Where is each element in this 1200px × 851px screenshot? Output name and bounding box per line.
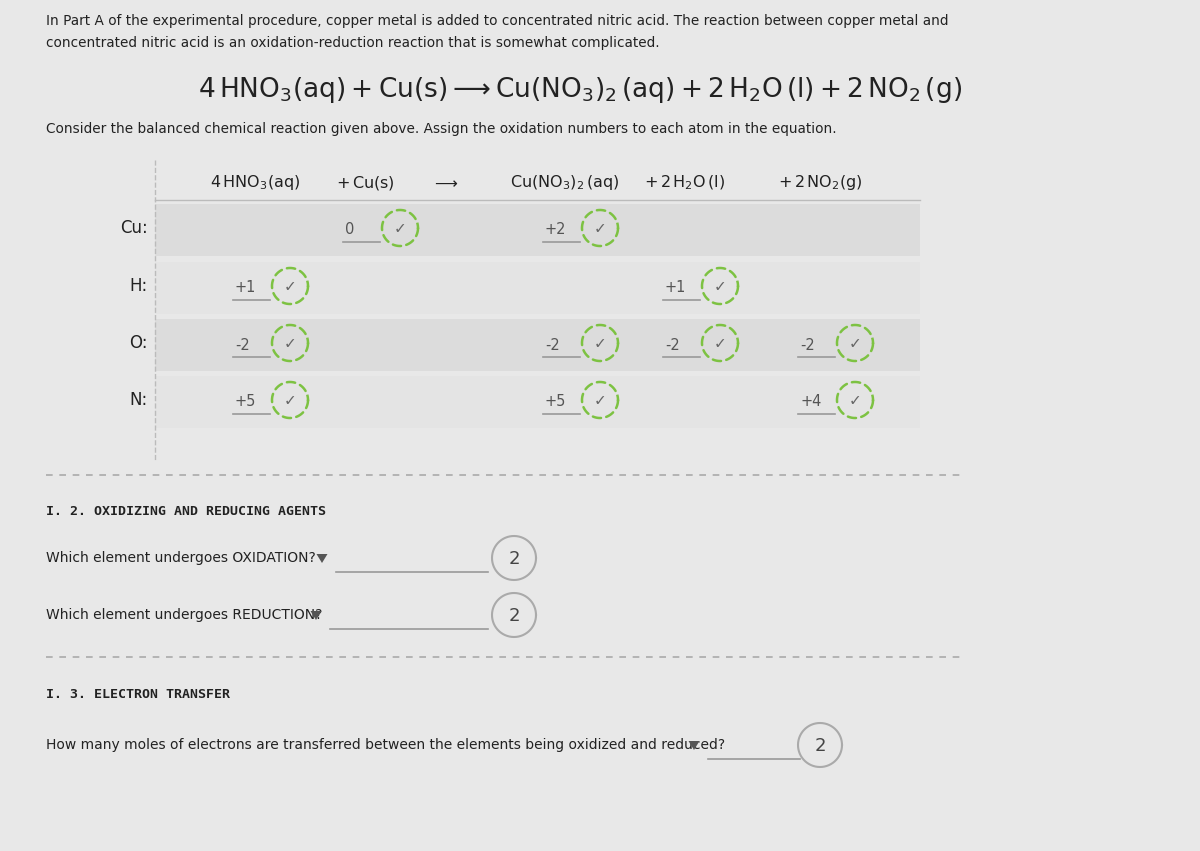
- Text: -2: -2: [665, 338, 679, 352]
- Text: +4: +4: [800, 395, 821, 409]
- Text: ✓: ✓: [714, 336, 726, 351]
- FancyBboxPatch shape: [155, 204, 920, 256]
- Text: $+\,2\,\mathrm{H_2O\,(l)}$: $+\,2\,\mathrm{H_2O\,(l)}$: [644, 174, 726, 192]
- Text: H:: H:: [130, 277, 148, 295]
- Text: Cu:: Cu:: [120, 219, 148, 237]
- Text: -2: -2: [545, 338, 559, 352]
- Text: +5: +5: [545, 395, 566, 409]
- Text: ✓: ✓: [283, 393, 296, 408]
- FancyBboxPatch shape: [155, 376, 920, 428]
- Polygon shape: [689, 741, 700, 750]
- Text: +2: +2: [545, 222, 566, 237]
- Text: O:: O:: [130, 334, 148, 352]
- Text: ✓: ✓: [283, 336, 296, 351]
- Text: concentrated nitric acid is an oxidation-reduction reaction that is somewhat com: concentrated nitric acid is an oxidation…: [46, 36, 660, 50]
- Text: In Part A of the experimental procedure, copper metal is added to concentrated n: In Part A of the experimental procedure,…: [46, 14, 948, 28]
- Text: How many moles of electrons are transferred between the elements being oxidized : How many moles of electrons are transfer…: [46, 738, 725, 752]
- Polygon shape: [317, 554, 328, 563]
- Text: -2: -2: [235, 338, 250, 352]
- Text: $\mathrm{Cu(NO_3)_2\,(aq)}$: $\mathrm{Cu(NO_3)_2\,(aq)}$: [510, 174, 619, 192]
- Text: $+\,2\,\mathrm{NO_2(g)}$: $+\,2\,\mathrm{NO_2(g)}$: [778, 174, 862, 192]
- Text: ✓: ✓: [848, 393, 862, 408]
- Text: ✓: ✓: [594, 336, 606, 351]
- Text: ✓: ✓: [394, 221, 407, 237]
- Text: -2: -2: [800, 338, 815, 352]
- Text: ✓: ✓: [594, 221, 606, 237]
- Text: I. 3. ELECTRON TRANSFER: I. 3. ELECTRON TRANSFER: [46, 688, 230, 701]
- Text: $\longrightarrow$: $\longrightarrow$: [431, 175, 458, 191]
- Text: $4\,\mathrm{HNO_3(aq)}$: $4\,\mathrm{HNO_3(aq)}$: [210, 174, 300, 192]
- Text: ✓: ✓: [848, 336, 862, 351]
- Text: 2: 2: [509, 607, 520, 625]
- Text: ✓: ✓: [594, 393, 606, 408]
- FancyBboxPatch shape: [155, 262, 920, 314]
- Text: Which element undergoes REDUCTION?: Which element undergoes REDUCTION?: [46, 608, 323, 622]
- Text: ✓: ✓: [714, 279, 726, 294]
- Text: Which element undergoes OXIDATION?: Which element undergoes OXIDATION?: [46, 551, 316, 565]
- Text: $+\,\mathrm{Cu(s)}$: $+\,\mathrm{Cu(s)}$: [336, 174, 395, 192]
- Text: +1: +1: [235, 281, 257, 295]
- Text: ✓: ✓: [283, 279, 296, 294]
- Text: 2: 2: [815, 737, 826, 755]
- Text: 0: 0: [346, 222, 354, 237]
- Text: $4\,\mathrm{HNO_3(aq)} + \mathrm{Cu(s)} \longrightarrow \mathrm{Cu(NO_3)_2\,(aq): $4\,\mathrm{HNO_3(aq)} + \mathrm{Cu(s)} …: [198, 75, 962, 105]
- Text: +5: +5: [235, 395, 257, 409]
- Text: N:: N:: [130, 391, 148, 409]
- Polygon shape: [311, 611, 322, 620]
- Text: +1: +1: [665, 281, 686, 295]
- Text: Consider the balanced chemical reaction given above. Assign the oxidation number: Consider the balanced chemical reaction …: [46, 122, 836, 136]
- Text: 2: 2: [509, 550, 520, 568]
- FancyBboxPatch shape: [155, 319, 920, 371]
- Text: I. 2. OXIDIZING AND REDUCING AGENTS: I. 2. OXIDIZING AND REDUCING AGENTS: [46, 505, 326, 518]
